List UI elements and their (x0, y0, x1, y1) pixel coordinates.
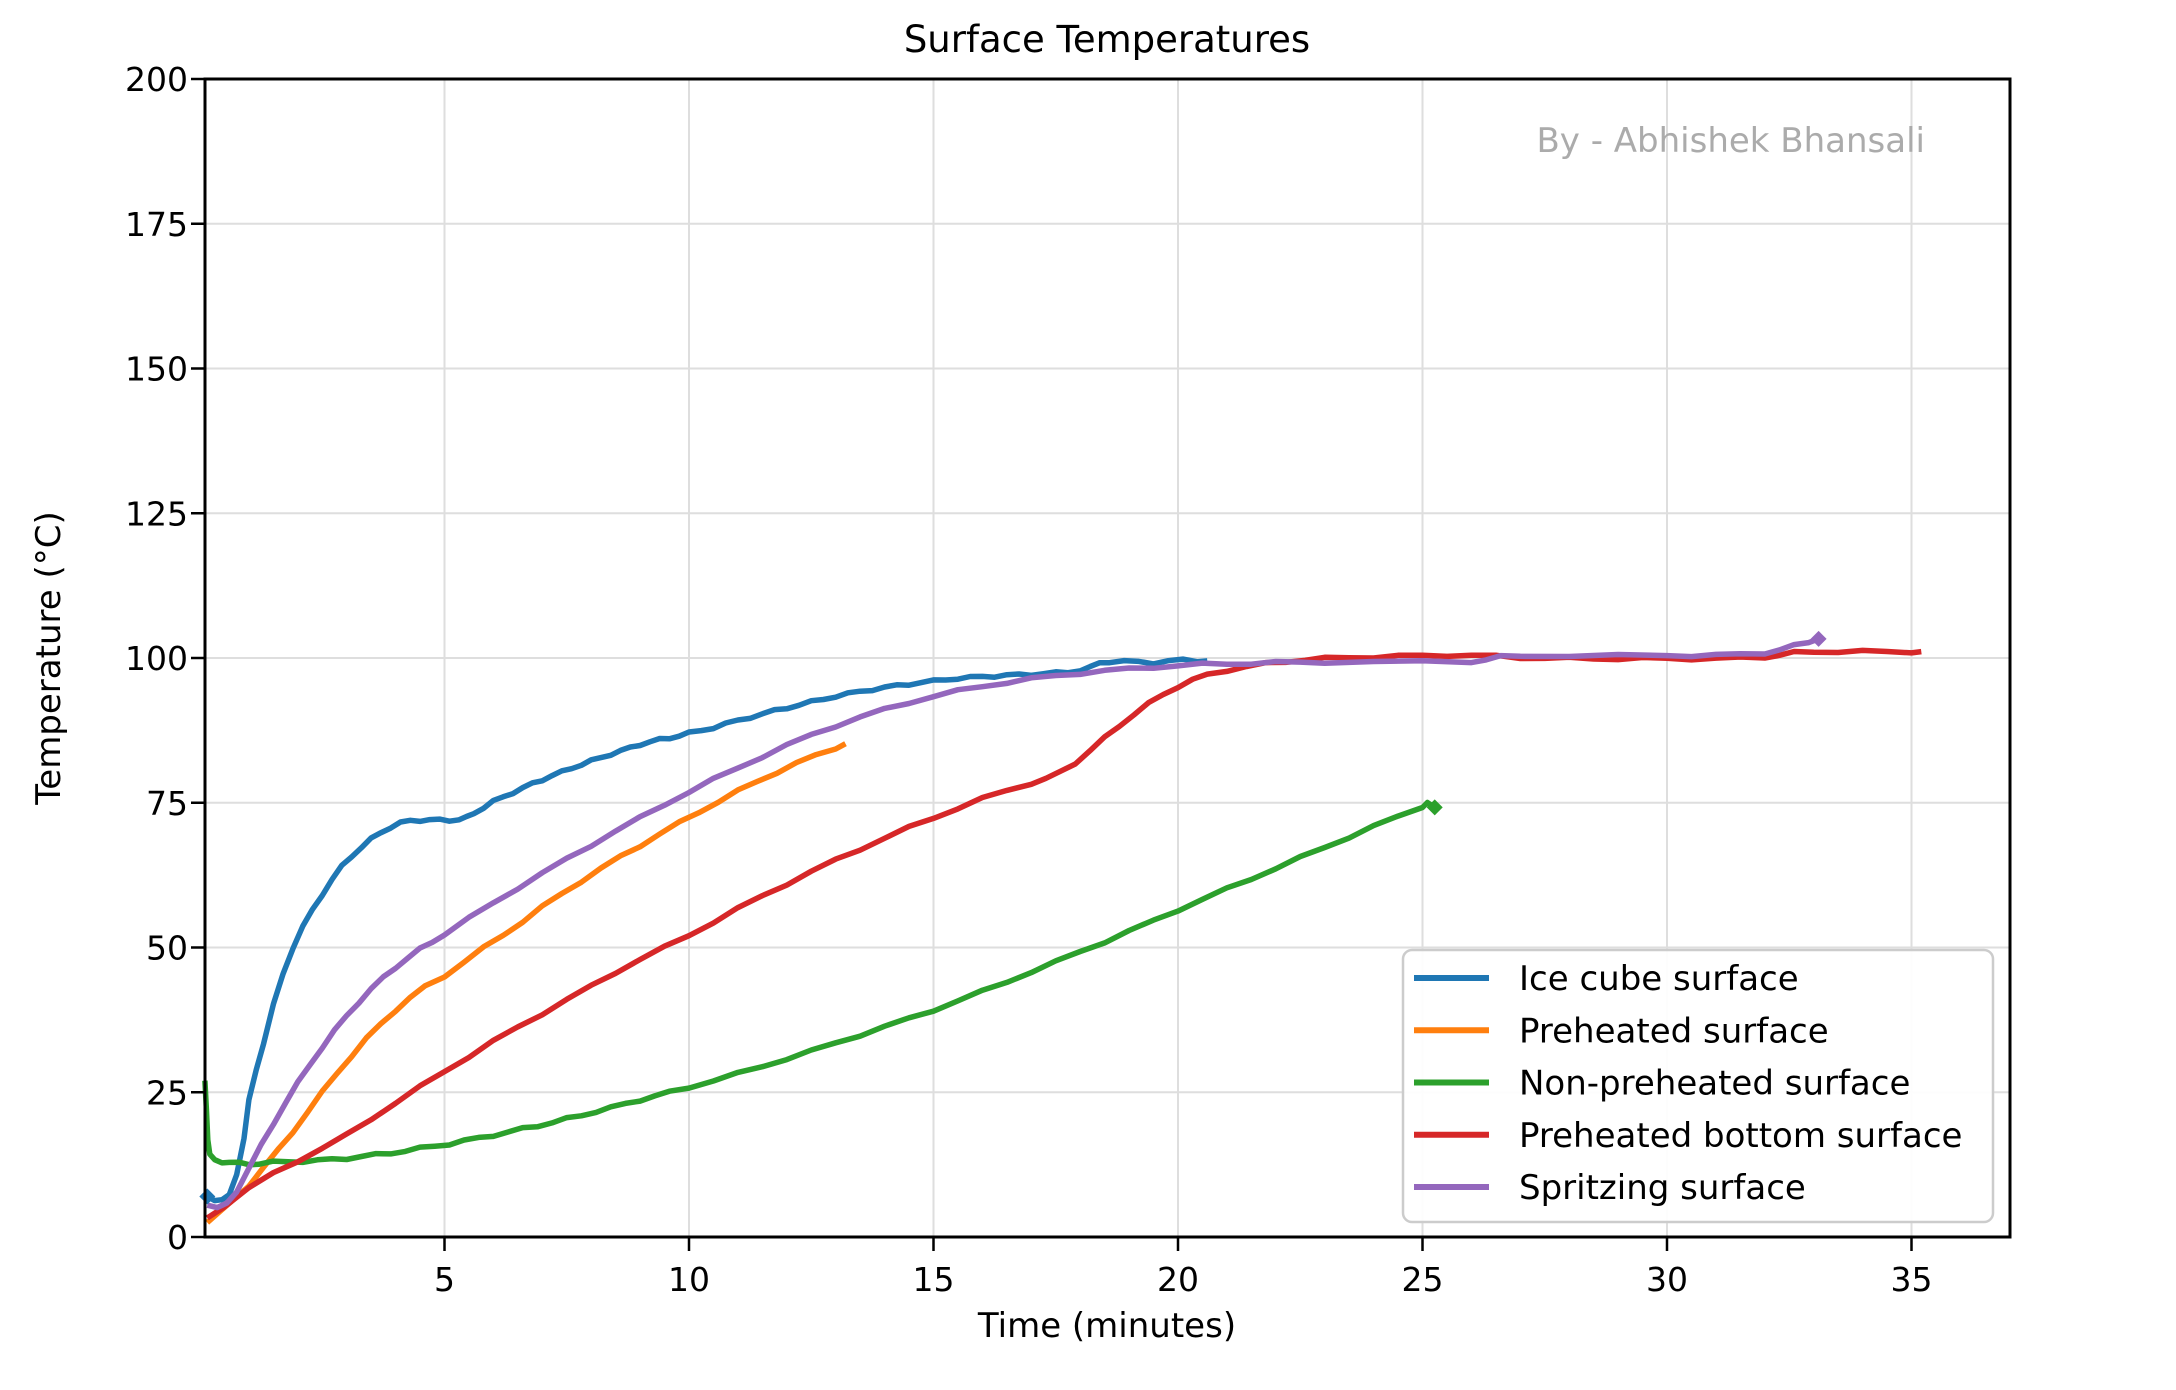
axis-tick-labels: 5 10 15 20 25 30 35 0 25 50 75 100 125 150 175 200 (125, 60, 1933, 1299)
x-tick-label: 5 (434, 1260, 455, 1299)
legend-label: Non-preheated surface (1519, 1064, 1910, 1104)
y-tick-label: 200 (125, 60, 188, 99)
x-tick-label: 30 (1646, 1260, 1688, 1299)
y-tick-label: 150 (125, 350, 188, 389)
chart-title: Surface Temperatures (904, 18, 1310, 61)
legend-label: Preheated surface (1519, 1011, 1829, 1051)
series-marker-end (1810, 630, 1827, 647)
series-lines (202, 636, 1922, 1225)
axis-ticks (191, 77, 1913, 1251)
y-tick-label: 175 (125, 205, 188, 244)
legend-box (1401, 948, 1995, 1224)
series-markers (199, 630, 1827, 1205)
series-line-preheated-surface (205, 741, 847, 1225)
x-tick-label: 15 (913, 1260, 955, 1299)
series-line-ice-cube-surface (205, 656, 1208, 1204)
y-tick-label: 125 (125, 494, 188, 533)
series-marker-end (1426, 799, 1443, 816)
y-tick-label: 100 (125, 639, 188, 678)
series-line-spritzing-surface (206, 636, 1820, 1211)
watermark-text: By - Abhishek Bhansali (1536, 121, 1925, 161)
legend-label: Spritzing surface (1519, 1168, 1806, 1208)
series-marker-start (199, 1188, 216, 1205)
legend: Ice cube surface Preheated surface Non-pre… (1401, 948, 1995, 1224)
y-axis-label: Temperature (°C) (29, 511, 69, 805)
x-tick-label: 10 (668, 1260, 710, 1299)
y-tick-label: 75 (146, 784, 188, 823)
x-tick-label: 35 (1891, 1260, 1933, 1299)
x-tick-label: 25 (1402, 1260, 1444, 1299)
x-axis-label: Time (minutes) (977, 1306, 1236, 1346)
legend-label: Preheated bottom surface (1519, 1116, 1962, 1156)
legend-label: Ice cube surface (1519, 959, 1799, 999)
y-tick-label: 0 (167, 1218, 188, 1257)
x-tick-label: 20 (1157, 1260, 1199, 1299)
y-tick-label: 50 (146, 929, 188, 968)
y-tick-label: 25 (146, 1073, 188, 1112)
